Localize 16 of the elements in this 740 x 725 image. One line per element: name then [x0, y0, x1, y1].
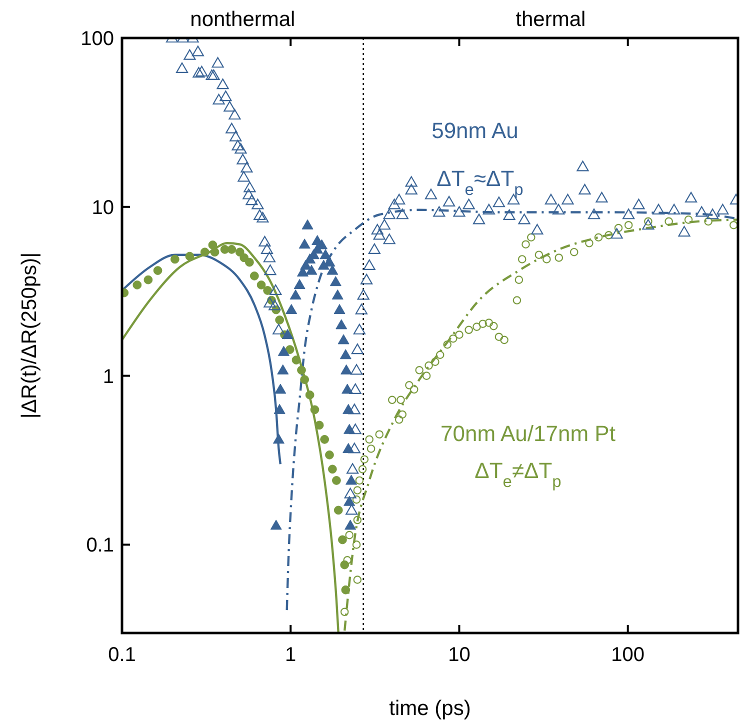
y-axis-title: |ΔR(t)/ΔR(250ps)|	[18, 252, 41, 419]
annotation: ΔT$_{e}$≈ΔT$_{p}$	[436, 166, 524, 199]
x-tick-label: 10	[448, 644, 470, 666]
annotation: 70nm Au/17nm Pt	[440, 421, 616, 446]
y-tick-label: 10	[92, 196, 114, 219]
y-tick-label: 1	[102, 366, 114, 388]
annotation: ΔT$_{e}$≠ΔT$_{p}$	[474, 458, 562, 491]
x-tick-label: 0.1	[108, 644, 136, 666]
x-axis-title: time (ps)	[389, 697, 471, 720]
annotation: 59nm Au	[432, 118, 518, 143]
y-tick-label: 100	[80, 28, 114, 50]
y-tick-label: 0.1	[86, 534, 114, 557]
x-tick-label: 1	[285, 644, 296, 666]
text: nonthermal	[190, 8, 296, 31]
text: thermal	[516, 8, 586, 31]
x-tick-label: 100	[611, 644, 645, 666]
